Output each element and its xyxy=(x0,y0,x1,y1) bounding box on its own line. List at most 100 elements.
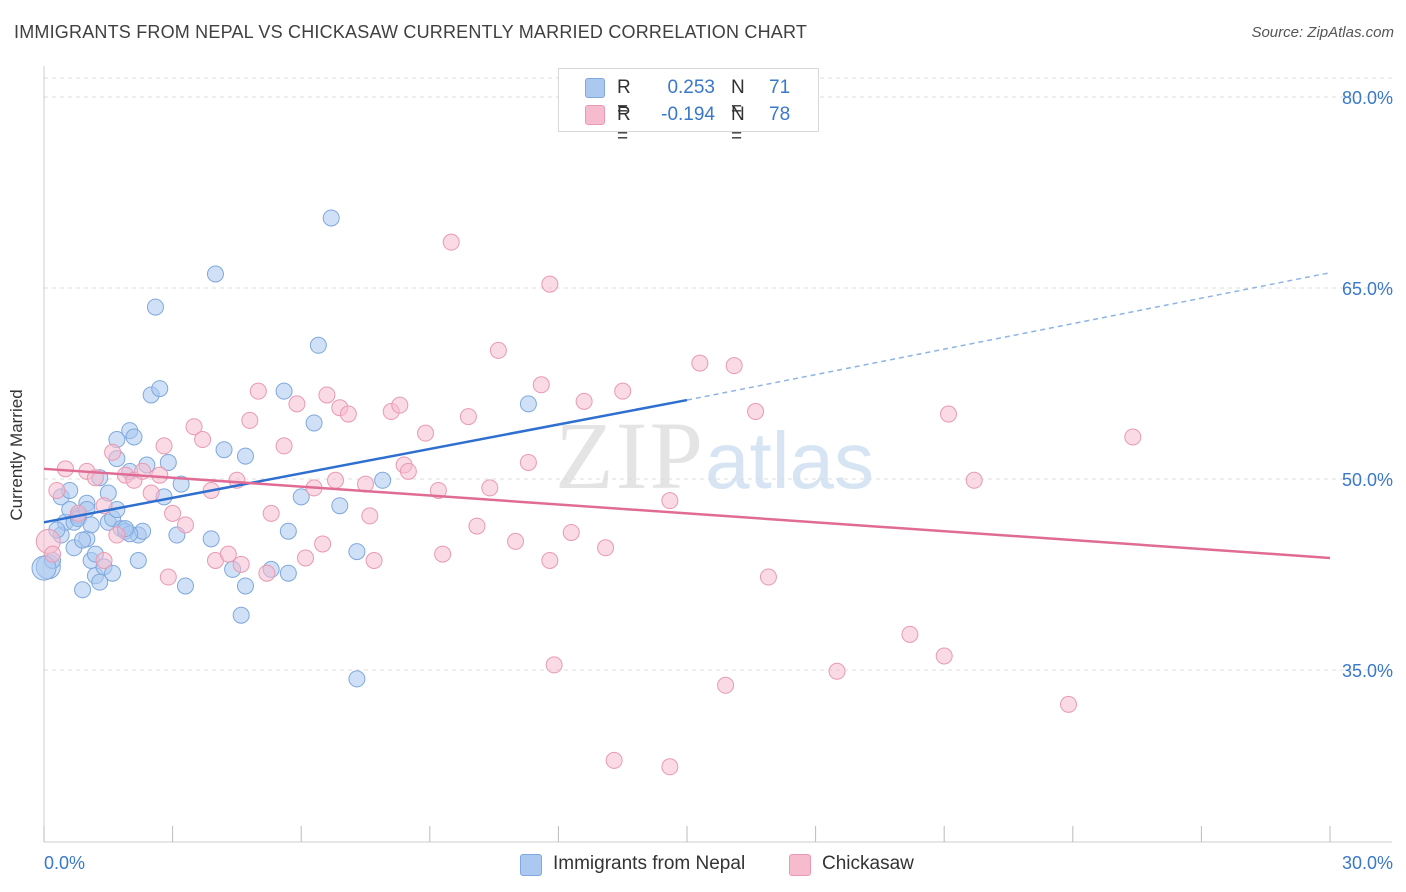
chickasaw-point xyxy=(901,625,919,643)
y-tick-label: 80.0% xyxy=(1342,88,1393,108)
chickasaw-point xyxy=(541,275,559,293)
chickasaw-point xyxy=(275,437,293,455)
chickasaw-point xyxy=(219,545,237,563)
chickasaw-point xyxy=(541,551,559,569)
chickasaw-point xyxy=(965,471,983,489)
legend-n-label: N = xyxy=(731,104,745,147)
chickasaw-point xyxy=(468,517,486,535)
series-legend: Immigrants from Nepal Chickasaw xyxy=(0,852,1406,878)
chickasaw-point xyxy=(717,676,735,694)
chickasaw-point xyxy=(241,411,259,429)
chickasaw-point xyxy=(575,392,593,410)
chickasaw-point xyxy=(597,539,615,557)
chart-title: IMMIGRANTS FROM NEPAL VS CHICKASAW CURRE… xyxy=(14,22,808,42)
chickasaw-point xyxy=(296,549,314,567)
legend-swatch-blue xyxy=(520,854,542,876)
nepal-point xyxy=(232,606,250,624)
nepal-point xyxy=(292,488,310,506)
trend-lines xyxy=(43,271,1331,560)
chickasaw-point xyxy=(935,647,953,665)
legend-n-label: N = xyxy=(731,77,745,120)
chickasaw-point xyxy=(151,466,169,484)
nepal-point xyxy=(374,471,392,489)
legend-n-value: 71 xyxy=(769,77,791,98)
nepal-point xyxy=(202,530,220,548)
nepal-point xyxy=(129,551,147,569)
chickasaw-point xyxy=(288,395,306,413)
chickasaw-point xyxy=(442,233,460,251)
x-tick-label: 30.0% xyxy=(1342,853,1393,873)
legend-swatch-pink xyxy=(789,854,811,876)
chickasaw-point xyxy=(185,418,203,436)
chickasaw-point xyxy=(232,555,250,573)
legend-r-value: 0.253 xyxy=(667,77,715,98)
chickasaw-point xyxy=(614,382,632,400)
chickasaw-point xyxy=(417,424,435,442)
nepal-trend-line xyxy=(43,398,688,524)
chickasaw-point xyxy=(159,568,177,586)
chickasaw-point xyxy=(164,504,182,522)
correlation-legend: R = 0.253 N = 71 R = -0.194 N = 78 xyxy=(558,68,819,147)
chickasaw-point xyxy=(691,354,709,372)
nepal-point xyxy=(159,453,177,471)
chickasaw-point xyxy=(429,481,447,499)
legend-label-nepal: Immigrants from Nepal xyxy=(553,853,746,874)
chickasaw-point xyxy=(507,532,525,550)
legend-swatch-blue xyxy=(585,78,605,98)
x-tick-label: 0.0% xyxy=(44,853,85,873)
chickasaw-point xyxy=(95,551,113,569)
nepal-point xyxy=(206,265,224,283)
nepal-point xyxy=(74,531,92,549)
chickasaw-point xyxy=(142,484,160,502)
nepal-point xyxy=(305,414,323,432)
chickasaw-point xyxy=(104,443,122,461)
nepal-point xyxy=(125,428,143,446)
nepal-point xyxy=(176,577,194,595)
chickasaw-point xyxy=(725,357,743,375)
y-tick-label: 50.0% xyxy=(1342,470,1393,490)
chickasaw-point xyxy=(489,341,507,359)
nepal-point xyxy=(322,209,340,227)
chickasaw-point xyxy=(519,453,537,471)
chickasaw-trend-line xyxy=(43,467,1331,560)
legend-swatch-pink xyxy=(585,105,605,125)
source-label: Source: ZipAtlas.com xyxy=(1251,24,1394,41)
nepal-point xyxy=(519,395,537,413)
chickasaw-point xyxy=(434,545,452,563)
chickasaw-point xyxy=(326,471,344,489)
watermark-atlas: atlas xyxy=(705,416,874,505)
chickasaw-point xyxy=(176,516,194,534)
nepal-point xyxy=(348,543,366,561)
chickasaw-point xyxy=(258,564,276,582)
chickasaw-point xyxy=(69,504,87,522)
chickasaw-point xyxy=(459,408,477,426)
chickasaw-point xyxy=(661,758,679,776)
chickasaw-point xyxy=(532,376,550,394)
legend-r-value: -0.194 xyxy=(661,104,715,125)
chickasaw-point xyxy=(391,396,409,414)
y-tick-label: 35.0% xyxy=(1342,661,1393,681)
chickasaw-point xyxy=(262,504,280,522)
chickasaw-point xyxy=(545,656,563,674)
watermark: ZIPatlas xyxy=(555,400,874,511)
chickasaw-point xyxy=(155,437,173,455)
chickasaw-point xyxy=(562,523,580,541)
nepal-point xyxy=(172,475,190,493)
chickasaw-point xyxy=(759,568,777,586)
nepal-point xyxy=(348,670,366,688)
chickasaw-point xyxy=(1060,695,1078,713)
chickasaw-point xyxy=(361,507,379,525)
tick-labels: 35.0% 50.0% 65.0% 80.0% 0.0% 30.0% xyxy=(44,88,1393,873)
nepal-point xyxy=(309,336,327,354)
nepal-point xyxy=(74,581,92,599)
legend-n-value: 78 xyxy=(769,104,791,125)
nepal-point xyxy=(236,447,254,465)
chickasaw-point xyxy=(44,545,62,563)
nepal-point xyxy=(275,382,293,400)
nepal-point xyxy=(236,577,254,595)
chickasaw-point xyxy=(48,481,66,499)
chickasaw-point xyxy=(747,403,765,421)
nepal-point xyxy=(82,516,100,534)
chickasaw-point xyxy=(828,662,846,680)
